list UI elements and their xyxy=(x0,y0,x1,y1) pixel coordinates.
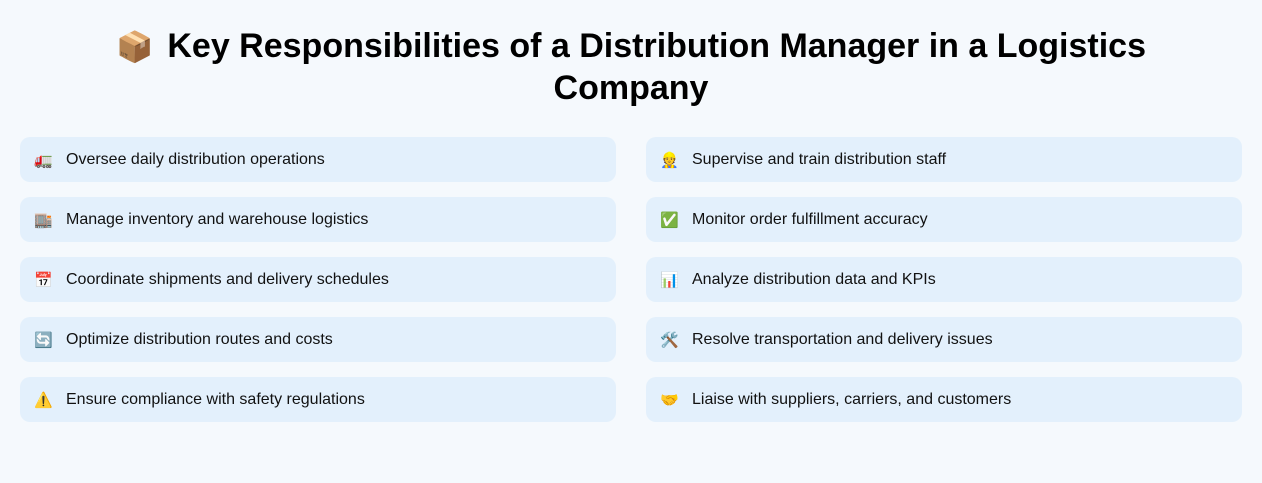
responsibility-card-liaise-partners: 🤝 Liaise with suppliers, carriers, and c… xyxy=(646,377,1242,422)
responsibility-label: Manage inventory and warehouse logistics xyxy=(66,210,369,228)
responsibility-label: Optimize distribution routes and costs xyxy=(66,330,333,348)
responsibility-card-resolve-issues: 🛠️ Resolve transportation and delivery i… xyxy=(646,317,1242,362)
responsibility-card-analyze-data: 📊 Analyze distribution data and KPIs xyxy=(646,257,1242,302)
responsibility-label: Oversee daily distribution operations xyxy=(66,150,325,168)
truck-icon: 🚛 xyxy=(34,151,53,169)
construction-worker-icon: 👷 xyxy=(660,151,679,169)
bar-chart-icon: 📊 xyxy=(660,271,679,289)
hammer-wrench-icon: 🛠️ xyxy=(660,331,679,349)
responsibility-card-optimize-routes: 🔄 Optimize distribution routes and costs xyxy=(20,317,616,362)
responsibility-card-oversee-operations: 🚛 Oversee daily distribution operations xyxy=(20,137,616,182)
responsibility-label: Supervise and train distribution staff xyxy=(692,150,947,168)
responsibility-card-supervise-staff: 👷 Supervise and train distribution staff xyxy=(646,137,1242,182)
responsibility-label: Ensure compliance with safety regulation… xyxy=(66,390,365,408)
responsibility-label: Resolve transportation and delivery issu… xyxy=(692,330,993,348)
responsibilities-grid: 🚛 Oversee daily distribution operations … xyxy=(20,137,1242,422)
handshake-icon: 🤝 xyxy=(660,391,679,409)
responsibility-label: Monitor order fulfillment accuracy xyxy=(692,210,928,228)
calendar-icon: 📅 xyxy=(34,271,53,289)
responsibility-card-ensure-compliance: ⚠️ Ensure compliance with safety regulat… xyxy=(20,377,616,422)
package-icon: 📦 xyxy=(116,31,154,64)
check-mark-icon: ✅ xyxy=(660,211,679,229)
responsibility-card-coordinate-shipments: 📅 Coordinate shipments and delivery sche… xyxy=(20,257,616,302)
warning-icon: ⚠️ xyxy=(34,391,53,409)
refresh-arrows-icon: 🔄 xyxy=(34,331,53,349)
page-title: 📦 Key Responsibilities of a Distribution … xyxy=(80,26,1182,108)
responsibility-card-monitor-fulfillment: ✅ Monitor order fulfillment accuracy xyxy=(646,197,1242,242)
responsibility-card-manage-inventory: 🏬 Manage inventory and warehouse logisti… xyxy=(20,197,616,242)
responsibility-label: Liaise with suppliers, carriers, and cus… xyxy=(692,390,1012,408)
page-title-text: Key Responsibilities of a Distribution M… xyxy=(167,27,1146,107)
responsibility-label: Analyze distribution data and KPIs xyxy=(692,270,936,288)
responsibility-label: Coordinate shipments and delivery schedu… xyxy=(66,270,389,288)
department-store-icon: 🏬 xyxy=(34,211,53,229)
